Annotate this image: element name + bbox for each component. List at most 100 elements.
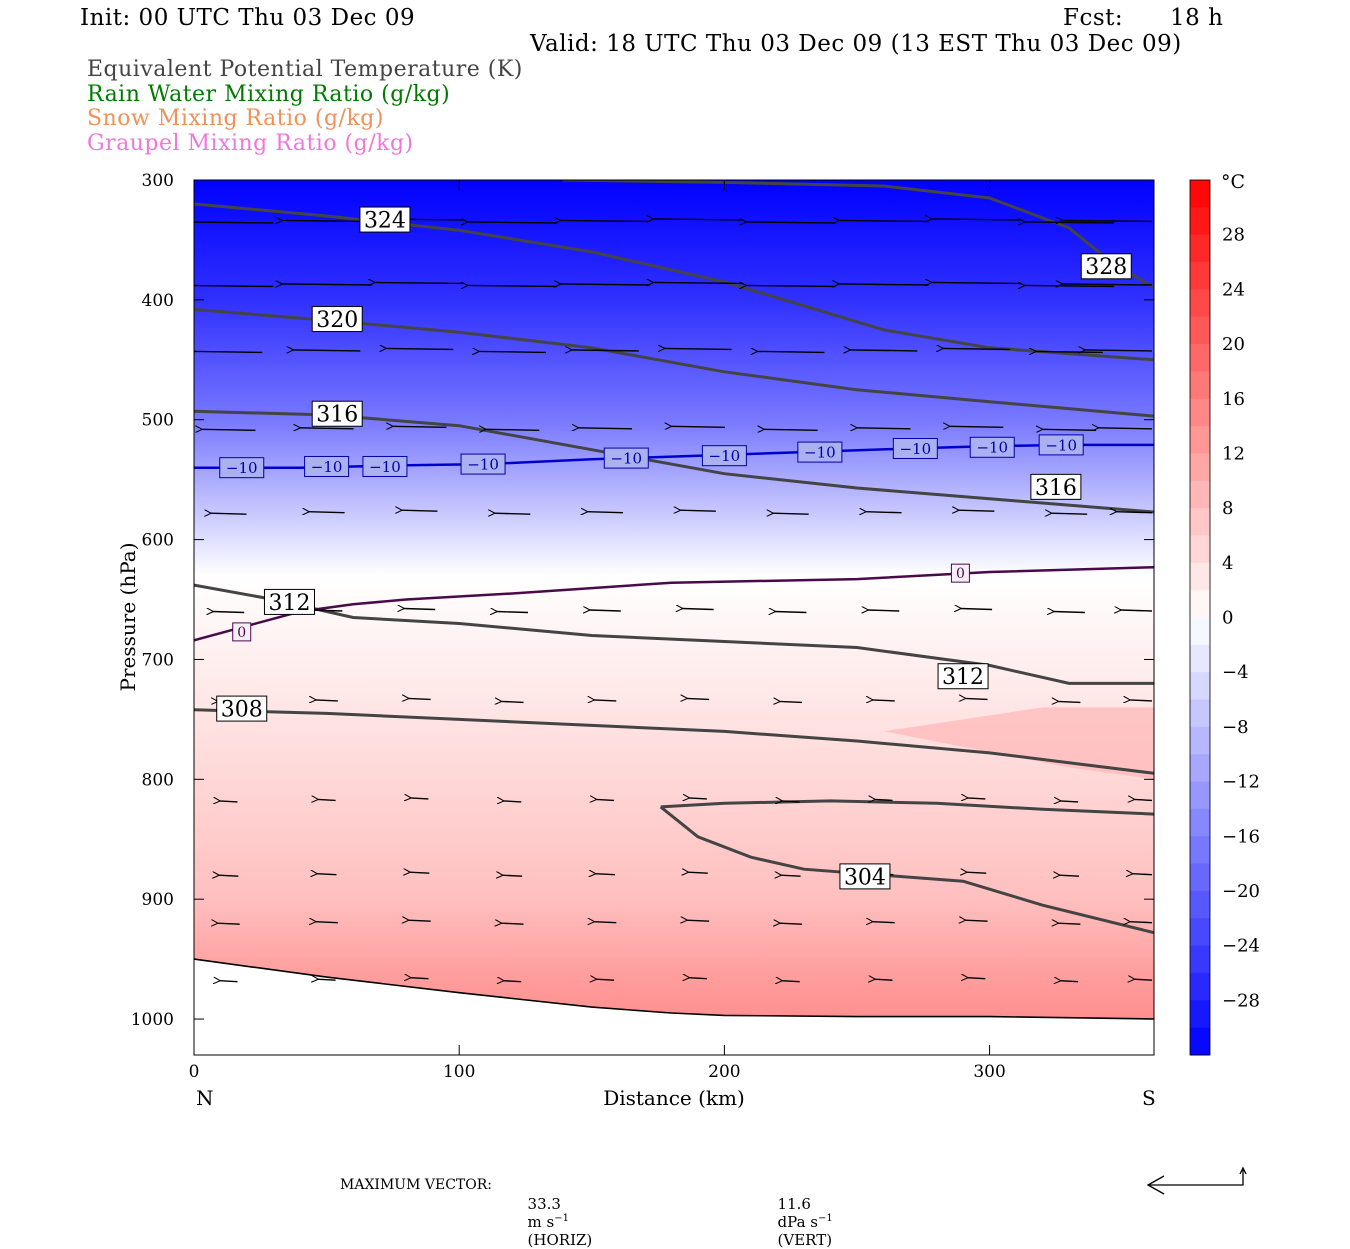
init-time: Init: 00 UTC Thu 03 Dec 09 [80,5,416,31]
wind-vector [210,513,247,514]
wind-vector [595,874,615,875]
colorbar-band [1190,535,1210,564]
wind-vector [680,510,716,511]
colorbar-frame [1189,179,1211,1056]
wind-vector [501,701,524,702]
wind-vector [779,923,802,924]
wind-vector [401,510,438,511]
colorbar-tick-label: 28 [1222,225,1245,246]
wind-vector [408,698,431,699]
colorbar-band [1190,1000,1210,1029]
wind-vector [485,429,540,430]
wind-vector [501,923,524,924]
wind-vector [503,801,522,802]
wind-vector [1024,222,1115,223]
y-tick-label: 500 [142,411,174,431]
theta-e-label-316: 316 [1030,473,1082,501]
colorbar-band [1190,480,1210,509]
max-vert-exponent: −1 [817,1213,833,1224]
wind-vector [773,513,809,514]
colorbar-tick-label: 24 [1222,279,1245,300]
wind-vector [589,610,621,611]
wind-vector [875,979,893,980]
wind-vector [958,510,995,511]
wind-vector [653,282,743,283]
wind-vector [1134,979,1153,980]
theta-e-contour-324 [194,202,1154,362]
y-tick-label: 800 [142,770,174,790]
wind-vector [757,351,825,352]
y-axis-label: Pressure (hPa) [116,543,140,692]
svg-text:324: 324 [364,208,406,233]
wind-vector [578,428,633,429]
minus10-label: −10 [1038,434,1084,456]
minus10-label: −10 [219,457,265,479]
freezing-label: 0 [950,563,970,583]
max-horiz-vector: 33.3 m s−1 (HORIZ) [518,1177,593,1249]
forecast-label: Fcst: [1063,5,1124,31]
wind-vector [1062,220,1153,221]
colorbar-band [1190,836,1210,865]
wind-vector [317,874,337,875]
wind-vector [1042,429,1097,430]
y-tick-label: 900 [142,890,174,910]
colorbar-band [1190,562,1210,591]
max-vert-value: 11.6 [777,1195,811,1213]
max-horiz-unit: m s [527,1213,555,1231]
wind-vector [850,350,918,351]
wind-vector [213,612,245,613]
wind-vector [502,875,523,876]
colorbar-band [1190,590,1210,618]
terrain-line [194,958,1154,1020]
wind-vector [560,284,651,285]
colorbar-band [1190,180,1210,208]
wind-vector [1060,981,1079,982]
wind-vector [496,612,529,613]
y-tick-label: 1000 [131,1010,174,1030]
wind-vector [194,221,274,224]
wind-vector [782,801,800,802]
y-tick-label: 700 [142,650,174,670]
wind-vector [1051,513,1088,514]
colorbar-band [1190,726,1210,755]
colorbar-band [1190,617,1210,646]
colorbar-tick-label: −28 [1222,990,1260,1011]
theta-e-label-316: 316 [311,400,363,428]
colorbar-band [1190,890,1210,919]
wind-vector [217,923,240,924]
colorbar-band [1190,1027,1210,1056]
minus10-label: −10 [304,455,350,477]
valid-time: Valid: 18 UTC Thu 03 Dec 09 (13 EST Thu … [530,31,1182,57]
wind-vector [967,798,986,799]
wind-vector [503,981,522,982]
x-tick-label: 100 [443,1062,475,1082]
wind-vector [746,285,836,286]
colorbar-tick-label: 8 [1222,498,1233,519]
wind-vector [1098,428,1153,429]
y-tick-label: 400 [142,291,174,311]
colorbar-tick-label: 0 [1222,608,1233,629]
colorbar-band [1190,644,1210,673]
theta-e-label-312: 312 [263,588,315,616]
y-tick-label: 600 [142,531,174,551]
svg-text:−10: −10 [311,458,343,476]
max-vert-unit: dPa s [777,1213,818,1231]
svg-text:328: 328 [1085,255,1127,280]
colorbar-tick-label: 12 [1222,443,1245,464]
colorbar-tick-label: 16 [1222,389,1245,410]
colorbar-band [1190,262,1210,290]
colorbar-band [1190,918,1210,947]
wind-vector [494,513,531,514]
svg-text:0: 0 [956,566,965,582]
max-horiz-tag: (HORIZ) [527,1231,593,1249]
wind-vector [866,512,902,513]
wind-vector [596,979,615,980]
wind-vector [682,609,714,610]
wind-vector [872,922,895,923]
svg-text:−10: −10 [1045,436,1077,454]
x-tick-label: 0 [189,1062,200,1082]
terrain-mask [194,959,1154,1055]
wind-vector [746,222,836,223]
x-tick-label: 300 [973,1062,1005,1082]
wind-vector [1116,512,1153,513]
